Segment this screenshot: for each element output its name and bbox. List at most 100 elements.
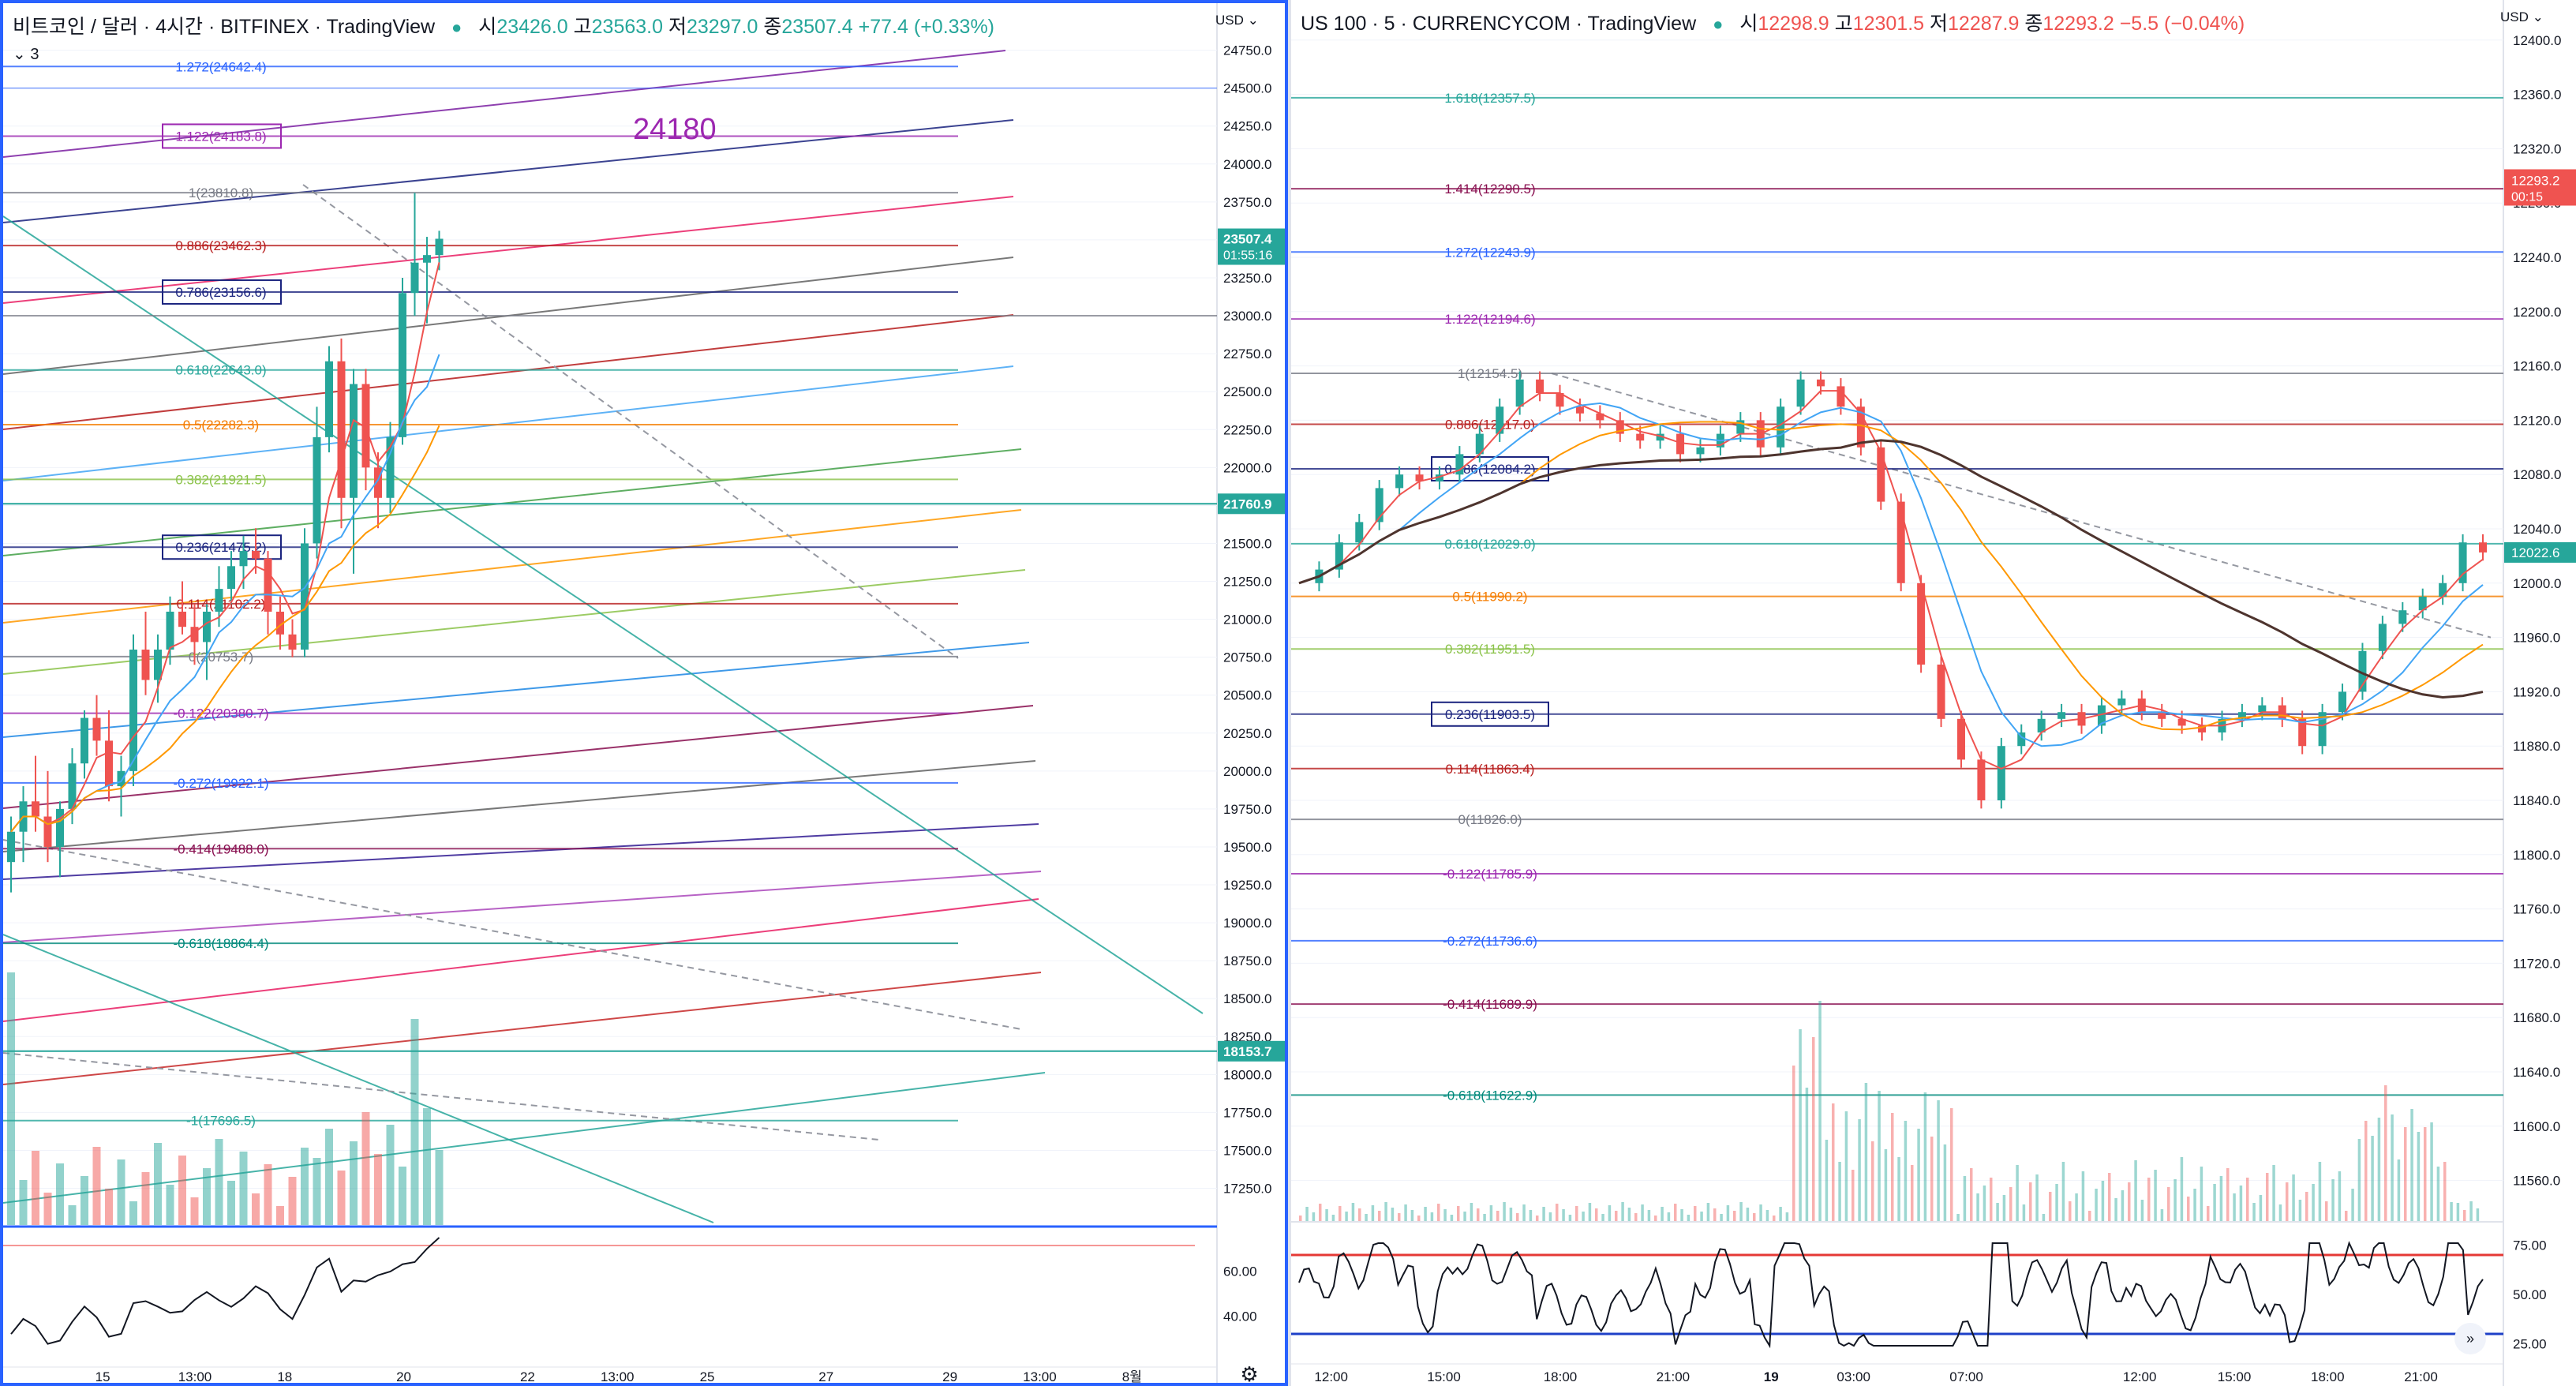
right-volume-bar <box>1706 1203 1710 1222</box>
bitcoin-chart-pane[interactable]: 1.272(24642.4) 1.122(24183.8) 1(23810.8) 0.… <box>0 0 1288 1386</box>
right-currency-selector[interactable]: USD ⌄ <box>2500 9 2544 24</box>
right-volume-bar <box>1391 1208 1395 1222</box>
right-volume-bar <box>1799 1029 1802 1222</box>
left-y-tick-label: 20250.0 <box>1223 726 1271 741</box>
right-y-tick-label: 12160.0 <box>2513 359 2561 374</box>
right-candle-body <box>1676 433 1685 455</box>
right-volume-bar <box>1568 1215 1572 1222</box>
pane-divider[interactable] <box>1288 0 1291 1386</box>
left-candle-body <box>423 255 431 263</box>
right-volume-bar <box>2430 1122 2433 1222</box>
right-volume-bar <box>1733 1211 1736 1222</box>
right-x-tick-label: 12:00 <box>2123 1369 2157 1384</box>
left-volume-bar <box>399 1167 406 1225</box>
right-volume-bar <box>1351 1203 1355 1222</box>
right-fib-label-box <box>1431 701 1549 727</box>
left-y-tick-label: 20750.0 <box>1223 650 1271 665</box>
right-volume-bar <box>1615 1211 1618 1222</box>
left-trend-line <box>3 972 1042 1085</box>
left-candle-body <box>399 293 406 437</box>
left-fib-label-box <box>162 123 282 149</box>
left-volume-bar <box>141 1172 150 1225</box>
right-volume-bar <box>2357 1139 2361 1222</box>
left-rsi-line <box>10 1237 440 1345</box>
right-candle-body <box>1455 454 1464 475</box>
right-volume-bar <box>1608 1205 1612 1222</box>
right-candle-body <box>2117 699 2126 706</box>
indicators-toggle[interactable]: ⌄ 3 <box>13 46 39 63</box>
left-volume-bar <box>410 1019 419 1225</box>
right-volume-bar <box>2410 1109 2413 1222</box>
left-volume-bar <box>56 1163 64 1225</box>
right-candle-body <box>1556 393 1564 407</box>
right-volume-bar <box>1305 1207 1309 1222</box>
left-symbol[interactable]: 비트코인 / 달러 <box>13 16 138 38</box>
right-volume-bar <box>2351 1189 2354 1222</box>
left-chart-header: 비트코인 / 달러 · 4시간 · BITFINEX · TradingView… <box>13 16 995 38</box>
right-volume-bar <box>1950 1108 1953 1222</box>
left-x-tick-label: 20 <box>396 1369 411 1383</box>
right-top-price-tag-bg <box>2504 169 2576 206</box>
left-exchange: BITFINEX <box>220 16 309 38</box>
right-volume-bar <box>2331 1179 2334 1222</box>
right-volume-bar <box>1503 1202 1506 1222</box>
bitcoin-chart-canvas[interactable]: 1.272(24642.4) 1.122(24183.8) 1(23810.8) 0.… <box>3 3 1285 1383</box>
right-volume-bar <box>1976 1193 1979 1222</box>
left-trend-line <box>3 215 1204 1014</box>
left-fib-label: 0.5(22282.3) <box>183 418 259 433</box>
double-chevron-right-icon[interactable]: » <box>2454 1323 2486 1354</box>
right-volume-bar <box>2049 1192 2052 1222</box>
right-fib-label: 0.886(12117.0) <box>1445 418 1535 433</box>
left-level-tag-1: 21760.9 <box>1223 496 1271 511</box>
left-y-tick-label: 20500.0 <box>1223 688 1271 703</box>
right-candle-body <box>1956 718 1965 760</box>
right-chart-header: US 100 · 5 · CURRENCYCOM · TradingView ●… <box>1301 13 2245 35</box>
right-volume-bar <box>1562 1209 1565 1222</box>
right-volume-bar <box>2371 1136 2374 1222</box>
right-volume-bar <box>1897 1157 1900 1222</box>
left-trend-line <box>3 50 1006 158</box>
gear-icon[interactable]: ⚙ <box>1240 1362 1259 1386</box>
left-ma-fast <box>10 262 440 833</box>
right-volume-bar <box>1463 1212 1466 1222</box>
left-trend-line <box>3 314 1014 430</box>
right-candle-body <box>1596 413 1604 421</box>
right-fib-label: 1.122(12194.6) <box>1444 312 1535 327</box>
left-candle-body <box>350 384 358 498</box>
right-y-tick-label: 11720.0 <box>2513 956 2560 971</box>
right-volume-bar <box>2417 1132 2421 1222</box>
right-fib-label: -0.414(11689.9) <box>1443 997 1537 1012</box>
left-y-tick-label: 19000.0 <box>1223 916 1271 931</box>
left-y-tick-label: 21000.0 <box>1223 612 1271 627</box>
right-candle-body <box>1496 406 1504 434</box>
right-volume-bar <box>1522 1204 1526 1222</box>
left-fib-label: 0(20753.7) <box>189 650 253 665</box>
right-x-tick-label: 07:00 <box>1949 1369 1983 1384</box>
left-trend-line <box>3 365 1014 481</box>
left-y-tick-label: 24250.0 <box>1223 119 1271 134</box>
right-candle-body <box>2037 718 2046 732</box>
right-volume-bar <box>2193 1189 2196 1222</box>
us100-chart-pane[interactable]: 1.618(12357.5) 1.414(12290.5) 1.272(12243.… <box>1291 0 2576 1386</box>
market-status-icon-right: ● <box>1713 14 1724 34</box>
right-candle-body <box>2298 718 2307 747</box>
right-volume-bar <box>1325 1209 1328 1222</box>
left-candle-body <box>32 801 39 817</box>
left-interval[interactable]: 4시간 <box>155 16 203 38</box>
right-volume-bar <box>2364 1121 2368 1222</box>
right-x-tick-label: 15:00 <box>1427 1369 1461 1384</box>
us100-chart-canvas[interactable]: 1.618(12357.5) 1.414(12290.5) 1.272(12243.… <box>1291 0 2576 1386</box>
left-currency-selector[interactable]: USD ⌄ <box>1215 13 1259 28</box>
left-volume-bar <box>435 1150 444 1225</box>
market-status-icon: ● <box>451 17 462 37</box>
right-volume-bar <box>1923 1092 1927 1222</box>
right-volume-bar <box>2384 1085 2387 1222</box>
left-level-tag-2: 18153.7 <box>1223 1044 1271 1059</box>
right-symbol[interactable]: US 100 <box>1301 13 1367 35</box>
right-interval[interactable]: 5 <box>1383 13 1395 35</box>
right-candle-body <box>2017 732 2026 747</box>
right-current-price-tag: 12022.6 <box>2511 545 2559 560</box>
right-volume-bar <box>2002 1195 2006 1222</box>
right-volume-bar <box>1621 1202 1624 1222</box>
right-x-tick-label: 21:00 <box>1657 1369 1690 1384</box>
